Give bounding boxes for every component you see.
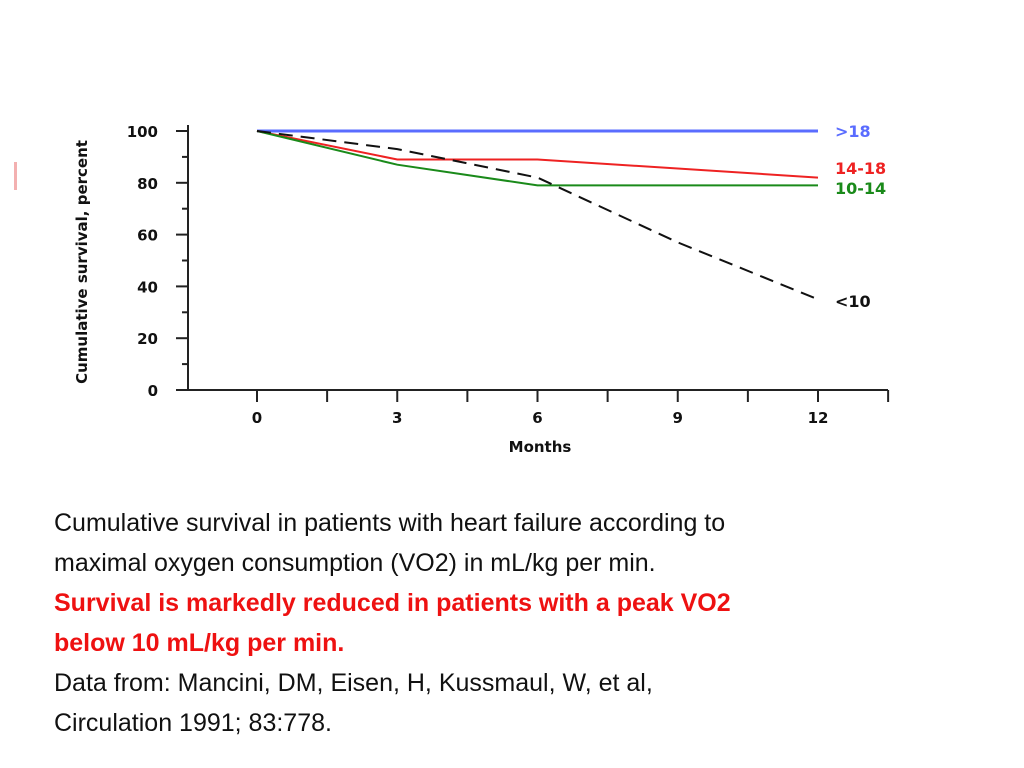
caption-line-2: maximal oxygen consumption (VO2) in mL/k… (54, 549, 656, 577)
figure-caption: Cumulative survival in patients with hea… (54, 503, 994, 743)
chart-tick-labels: 0 20 40 60 80 100 0 3 6 9 12 (127, 123, 829, 427)
y-tick-label: 20 (137, 330, 158, 348)
series-label: >18 (835, 122, 871, 141)
series-label: <10 (835, 292, 871, 311)
series-label: 10-14 (835, 179, 886, 198)
caption-source-1: Data from: Mancini, DM, Eisen, H, Kussma… (54, 669, 653, 697)
x-tick-label: 12 (808, 409, 829, 427)
y-tick-label: 40 (137, 278, 158, 296)
caption-line-1: Cumulative survival in patients with hea… (54, 509, 726, 537)
series-label: 14-18 (835, 159, 886, 178)
y-tick-label: 100 (127, 123, 158, 141)
x-tick-label: 6 (532, 409, 542, 427)
series-line (256, 130, 819, 301)
chart-axes (176, 125, 890, 402)
caption-emphasis-1: Survival is markedly reduced in patients… (54, 589, 731, 617)
chart-series-lines (256, 129, 819, 301)
y-tick-label: 60 (137, 227, 158, 245)
decorative-red-mark (14, 162, 17, 190)
caption-source-2: Circulation 1991; 83:778. (54, 709, 332, 737)
x-tick-label: 3 (392, 409, 402, 427)
x-tick-label: 9 (673, 409, 683, 427)
y-tick-label: 0 (148, 382, 158, 400)
series-line (256, 130, 818, 187)
x-axis-label: Months (509, 438, 572, 456)
series-line (256, 130, 819, 179)
y-axis-label: Cumulative survival, percent (73, 140, 91, 384)
x-tick-label: 0 (252, 409, 262, 427)
y-tick-label: 80 (137, 175, 158, 193)
caption-emphasis-2: below 10 mL/kg per min. (54, 629, 345, 657)
